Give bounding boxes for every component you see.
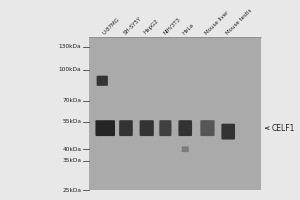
FancyBboxPatch shape [221, 124, 235, 140]
Text: 25kDa: 25kDa [62, 188, 82, 193]
Text: 70kDa: 70kDa [62, 98, 82, 103]
Text: 130kDa: 130kDa [59, 44, 82, 49]
Text: U-87MG: U-87MG [102, 16, 121, 35]
FancyBboxPatch shape [178, 120, 192, 136]
FancyBboxPatch shape [140, 120, 154, 136]
Bar [89, 37, 261, 190]
FancyBboxPatch shape [182, 146, 189, 152]
Text: Mouse testis: Mouse testis [225, 8, 253, 35]
Text: 40kDa: 40kDa [62, 147, 82, 152]
Text: HeLa: HeLa [182, 22, 195, 35]
Text: HepG2: HepG2 [143, 19, 160, 35]
FancyBboxPatch shape [119, 120, 133, 136]
Text: Mouse liver: Mouse liver [204, 10, 230, 35]
FancyBboxPatch shape [159, 120, 172, 136]
Text: SH-SY5Y: SH-SY5Y [122, 15, 142, 35]
FancyBboxPatch shape [97, 76, 108, 86]
Text: 55kDa: 55kDa [62, 119, 82, 124]
FancyBboxPatch shape [200, 120, 214, 136]
Text: CELF1: CELF1 [266, 124, 295, 133]
Text: NIH/3T3: NIH/3T3 [162, 16, 181, 35]
Text: 100kDa: 100kDa [59, 67, 82, 72]
FancyBboxPatch shape [95, 120, 115, 136]
Text: 35kDa: 35kDa [62, 158, 82, 163]
